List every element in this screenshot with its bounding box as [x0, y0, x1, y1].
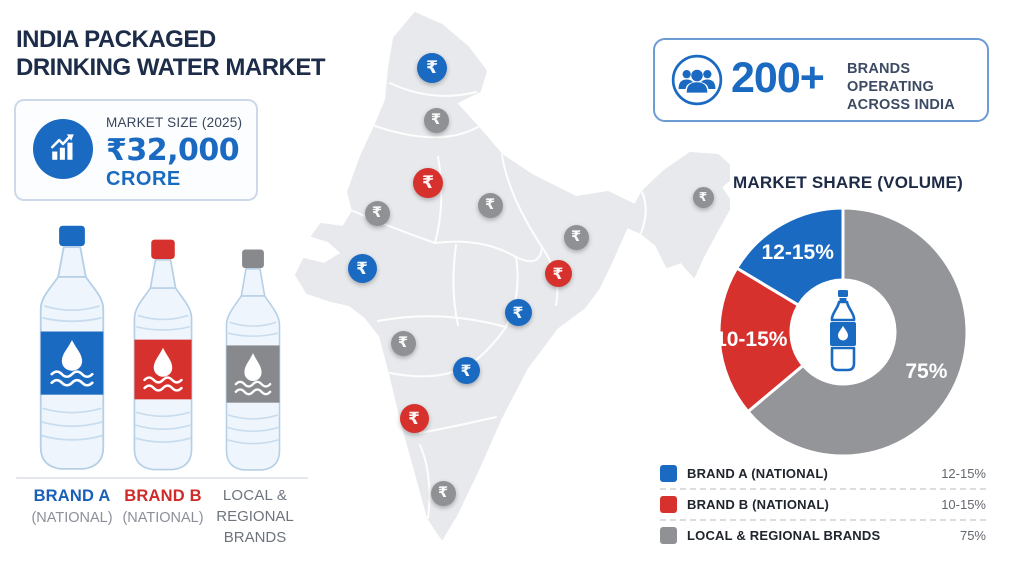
legend-swatch-brand-b	[660, 496, 677, 513]
market-size-value: ₹32,000	[106, 133, 240, 168]
growth-chart-icon	[33, 119, 93, 179]
page-title-line2: DRINKING WATER MARKET	[16, 54, 326, 82]
brands-label: BRANDS OPERATING ACROSS INDIA	[847, 60, 987, 114]
market-size-card: MARKET SIZE (2025) ₹32,000 CRORE	[14, 99, 258, 201]
bottle-local-brands	[225, 249, 281, 471]
market-size-unit: CRORE	[106, 168, 181, 190]
donut-slice	[735, 206, 845, 307]
donut-slice-value: 10-15%	[715, 328, 788, 351]
water-bottle-icon	[830, 290, 856, 372]
brands-label-line1: BRANDS OPERATING	[847, 61, 934, 96]
legend-swatch-local-brands	[660, 527, 677, 544]
legend-row: BRAND A (NATIONAL) 12-15%	[660, 459, 986, 490]
bottle-name: LOCAL &	[222, 487, 288, 504]
brands-count: 200+	[731, 54, 825, 102]
brands-label-line2: ACROSS INDIA	[847, 97, 955, 114]
donut-slice	[717, 266, 805, 414]
bottle-sub: REGIONAL BRANDS	[216, 508, 294, 546]
bottle-name: BRAND B	[124, 487, 202, 505]
people-glyph	[671, 54, 723, 106]
bottles-ground-line	[16, 477, 308, 479]
legend-label: LOCAL & REGIONAL BRANDS	[687, 528, 881, 543]
legend-row: BRAND B (NATIONAL) 10-15%	[660, 490, 986, 521]
growth-chart-glyph	[50, 134, 74, 160]
bottle-caption-brand-b: BRAND B (NATIONAL)	[108, 485, 218, 528]
brands-operating-card: 200+ BRANDS OPERATING ACROSS INDIA	[653, 38, 989, 122]
legend-label: BRAND B (NATIONAL)	[687, 497, 830, 512]
donut-slice-value: 12-15%	[762, 241, 835, 264]
market-size-label: MARKET SIZE (2025)	[106, 115, 243, 130]
bottle-sub: (NATIONAL)	[31, 510, 113, 527]
donut-slice-value: 75%	[905, 360, 947, 383]
legend-label: BRAND A (NATIONAL)	[687, 466, 829, 481]
donut-slice	[746, 206, 969, 458]
donut-legend: BRAND A (NATIONAL) 12-15% BRAND B (NATIO…	[660, 459, 986, 550]
bottle-sub: (NATIONAL)	[122, 510, 204, 527]
donut-chart: 12-15% 10-15% 75%	[715, 206, 969, 458]
bottle-caption-local-brands: LOCAL & REGIONAL BRANDS	[190, 485, 320, 548]
legend-value: 75%	[959, 528, 986, 543]
people-icon	[670, 53, 724, 107]
donut-slices	[717, 206, 969, 458]
legend-row: LOCAL & REGIONAL BRANDS 75%	[660, 521, 986, 550]
page-title: INDIA PACKAGED DRINKING WATER MARKET	[16, 26, 356, 83]
bottle-caption-brand-a: BRAND A (NATIONAL)	[12, 485, 132, 528]
legend-value: 12-15%	[941, 466, 986, 481]
market-size-text: MARKET SIZE (2025) ₹32,000 CRORE	[106, 115, 242, 191]
donut-chart-title: MARKET SHARE (VOLUME)	[733, 173, 963, 192]
legend-swatch-brand-a	[660, 465, 677, 482]
donut-slice-labels: 12-15% 10-15% 75%	[715, 241, 948, 383]
legend-value: 10-15%	[941, 497, 986, 512]
page-title-line1: INDIA PACKAGED	[16, 26, 216, 53]
bottle-name: BRAND A	[33, 487, 111, 505]
bottle-brand-b	[133, 239, 193, 471]
bottle-brand-a	[39, 225, 105, 470]
